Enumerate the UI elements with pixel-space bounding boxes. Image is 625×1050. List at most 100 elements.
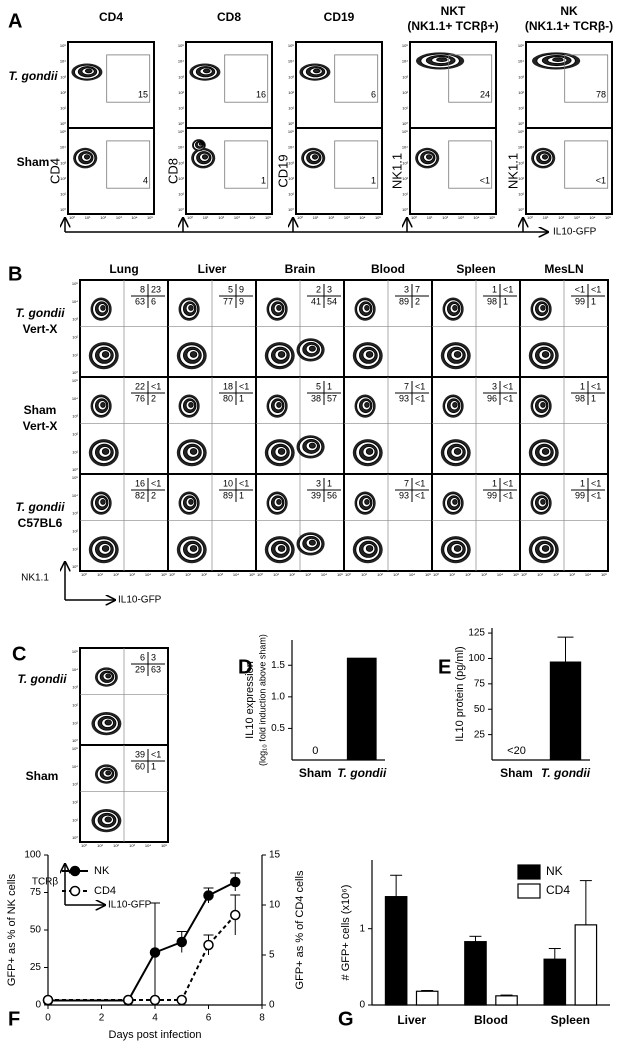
- x-tick-label: 6: [206, 1013, 212, 1024]
- contour: [277, 545, 286, 552]
- flow-plot: [185, 41, 273, 129]
- quadrant-value: 98: [487, 296, 497, 306]
- contour-blob: [442, 394, 464, 418]
- contour: [364, 498, 370, 505]
- quadrant-value: 23: [151, 284, 161, 294]
- quadrant-value: 9: [239, 296, 244, 306]
- contour-blob: [264, 536, 295, 564]
- flow-tick-label: 10⁴: [72, 493, 78, 498]
- flow-tick-label: 10⁴: [249, 215, 255, 220]
- contour-blob: [440, 536, 471, 564]
- flow-tick-label: 10⁰: [433, 572, 439, 577]
- contour-blob: [531, 147, 556, 169]
- y-tick-label: 0: [269, 1000, 275, 1011]
- y-axis-label: NK1.1: [21, 573, 49, 584]
- contour: [84, 68, 93, 74]
- flow-tick-label: 10²: [518, 90, 524, 95]
- contour: [308, 539, 316, 546]
- flow-tick-label: 10²: [218, 215, 224, 220]
- x-axis-label: IL10-GFP: [118, 595, 162, 606]
- flow-plot: [525, 127, 613, 215]
- flow-tick-label: 10⁴: [233, 572, 239, 577]
- contour-blob: [266, 394, 288, 418]
- bar: [543, 958, 567, 1006]
- flow-tick-label: 10⁵: [518, 43, 524, 48]
- row-label: Sham: [17, 155, 50, 169]
- flow-tick-label: 10⁵: [60, 129, 66, 134]
- flow-tick-label: 10⁵: [72, 649, 78, 654]
- contour-blob: [94, 667, 118, 687]
- y-tick-label: 125: [468, 628, 485, 639]
- flow-tick-label: 10⁵: [72, 475, 78, 480]
- flow-tick-label: 10¹: [72, 449, 78, 454]
- contour-blob: [266, 491, 288, 515]
- x-axis-label: IL10-GFP: [553, 227, 597, 238]
- flow-tick-label: 10⁴: [518, 59, 524, 64]
- contour: [101, 545, 110, 552]
- contour: [540, 498, 546, 505]
- gate-value: 1: [371, 176, 376, 186]
- quadrant-value: <1: [503, 381, 513, 391]
- y-tick-label: 100: [24, 850, 41, 861]
- contour: [453, 448, 462, 455]
- row-label: T. gondii: [8, 69, 58, 83]
- flow-tick-label: 10⁴: [589, 215, 595, 220]
- flow-tick-label: 10¹: [203, 215, 209, 220]
- x-tick-label: T. gondii: [337, 766, 387, 780]
- y-axis-title: (log₁₀ fold induction above sham): [257, 634, 267, 766]
- flow-tick-label: 10⁰: [402, 207, 408, 212]
- point: [149, 994, 161, 1006]
- flow-tick-label: 10²: [100, 215, 106, 220]
- quadrant-value: <1: [415, 478, 425, 488]
- flow-tick-label: 10³: [234, 215, 240, 220]
- row-label: Sham: [24, 403, 57, 417]
- quadrant-value: 99: [575, 296, 585, 306]
- flow-tick-label: 10¹: [288, 105, 294, 110]
- quadrant-value: 2: [415, 296, 420, 306]
- flow-plot: [409, 127, 497, 215]
- legend-swatch: [517, 864, 541, 880]
- quadrant-value: 98: [575, 393, 585, 403]
- quadrant-value: <1: [239, 478, 249, 488]
- contour-blob: [530, 297, 552, 321]
- contour-blob: [71, 63, 103, 81]
- flow-tick-label: 10⁵: [161, 572, 167, 577]
- panel-letter: D: [238, 656, 252, 678]
- contour: [277, 351, 286, 358]
- column-header: Lung: [109, 262, 138, 276]
- contour-blob: [90, 394, 112, 418]
- flow-tick-label: 10⁴: [72, 299, 78, 304]
- gate: [564, 54, 609, 103]
- panel-letter: G: [338, 1008, 354, 1030]
- contour: [189, 545, 198, 552]
- quadrant-value: 7: [415, 284, 420, 294]
- flow-tick-label: 10³: [288, 74, 294, 79]
- quadrant-value: 1: [591, 393, 596, 403]
- flow-tick-label: 10⁴: [145, 843, 151, 848]
- flow-tick-label: 10³: [129, 843, 135, 848]
- quadrant-value: 7: [404, 381, 409, 391]
- flow-tick-label: 10⁵: [513, 572, 519, 577]
- y-axis-label: CD19: [275, 154, 290, 187]
- quadrant-value: 1: [492, 284, 497, 294]
- quadrant-value: <1: [591, 490, 601, 500]
- contour: [104, 816, 112, 823]
- flow-tick-label: 10¹: [72, 546, 78, 551]
- quadrant-value: 1: [239, 490, 244, 500]
- flow-tick-label: 10⁰: [81, 572, 87, 577]
- contour-blob: [352, 439, 383, 467]
- contour: [452, 498, 458, 505]
- contour: [365, 448, 374, 455]
- contour-blob: [442, 491, 464, 515]
- flow-tick-label: 10³: [116, 215, 122, 220]
- column-header: (NK1.1+ TCRβ-): [525, 19, 613, 33]
- legend-label: NK: [546, 864, 563, 878]
- contour-blob: [354, 491, 376, 515]
- panel-letter: C: [12, 643, 26, 665]
- flow-tick-label: 10²: [442, 215, 448, 220]
- contour: [452, 401, 458, 408]
- contour-blob: [192, 139, 206, 152]
- flow-tick-label: 10⁰: [72, 467, 78, 472]
- contour-blob: [528, 439, 559, 467]
- contour-blob: [532, 52, 581, 70]
